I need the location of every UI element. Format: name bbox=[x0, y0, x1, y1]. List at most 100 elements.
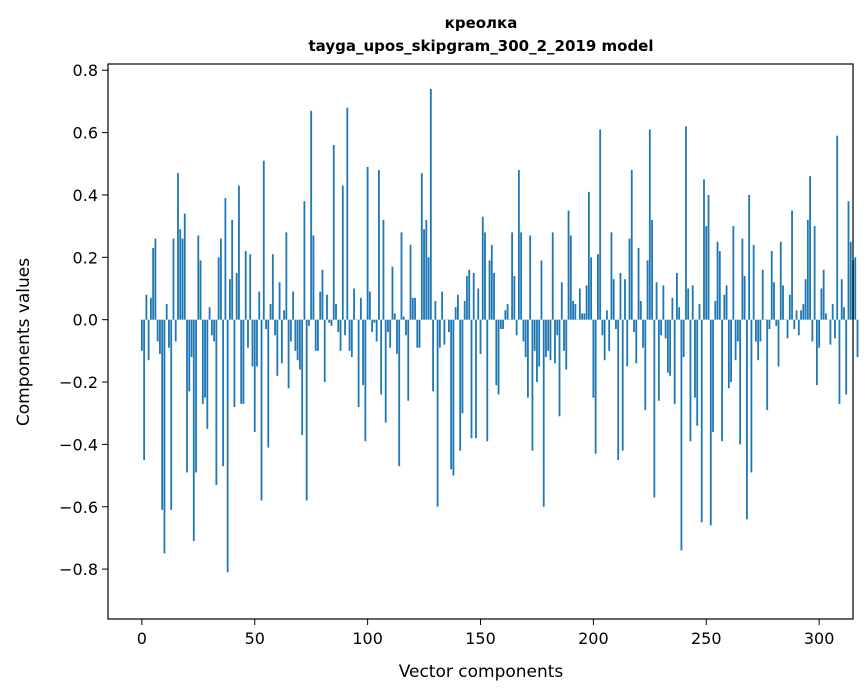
bar-131 bbox=[436, 319, 439, 507]
bar-104 bbox=[375, 319, 378, 342]
bar-102 bbox=[371, 319, 374, 333]
bar-123 bbox=[418, 319, 421, 348]
x-tick-label: 200 bbox=[578, 629, 609, 648]
bar-283 bbox=[779, 241, 782, 320]
bar-299 bbox=[815, 319, 818, 386]
x-tick-label: 250 bbox=[691, 629, 722, 648]
bar-152 bbox=[484, 232, 486, 320]
bar-250 bbox=[705, 226, 708, 320]
bar-129 bbox=[432, 319, 434, 392]
bar-74 bbox=[308, 319, 310, 326]
bar-225 bbox=[648, 129, 651, 320]
bar-284 bbox=[782, 285, 784, 320]
bar-208 bbox=[610, 232, 613, 320]
bar-296 bbox=[809, 176, 812, 320]
bar-52 bbox=[258, 291, 261, 320]
bar-172 bbox=[529, 235, 532, 320]
bar-272 bbox=[755, 319, 757, 342]
bar-63 bbox=[283, 310, 285, 320]
bar-254 bbox=[714, 300, 717, 320]
bar-96 bbox=[357, 319, 360, 407]
bar-251 bbox=[707, 194, 710, 320]
bar-184 bbox=[556, 319, 559, 336]
bar-153 bbox=[486, 319, 489, 442]
bar-30 bbox=[208, 307, 211, 320]
bar-293 bbox=[802, 304, 805, 320]
bar-17 bbox=[179, 229, 182, 320]
bar-76 bbox=[312, 235, 315, 320]
bar-146 bbox=[470, 319, 473, 439]
bar-189 bbox=[567, 210, 570, 320]
bar-139 bbox=[454, 307, 457, 320]
bar-134 bbox=[443, 319, 446, 345]
bar-119 bbox=[409, 244, 412, 320]
bar-53 bbox=[260, 319, 263, 501]
bar-192 bbox=[574, 304, 577, 320]
bar-149 bbox=[477, 288, 480, 320]
x-tick-label: 100 bbox=[352, 629, 383, 648]
bar-65 bbox=[287, 319, 290, 389]
bar-194 bbox=[578, 288, 581, 320]
bar-217 bbox=[630, 170, 633, 320]
bar-168 bbox=[520, 232, 523, 320]
bar-21 bbox=[188, 319, 191, 392]
bar-81 bbox=[323, 319, 326, 383]
bar-142 bbox=[461, 319, 464, 414]
bar-289 bbox=[793, 319, 796, 330]
bar-314 bbox=[849, 241, 852, 320]
bar-51 bbox=[256, 319, 258, 367]
bar-212 bbox=[619, 272, 622, 320]
bar-124 bbox=[420, 173, 423, 320]
bar-0 bbox=[140, 319, 143, 351]
bar-256 bbox=[718, 251, 721, 320]
bar-137 bbox=[450, 319, 453, 470]
bar-268 bbox=[745, 319, 748, 520]
bar-261 bbox=[730, 319, 732, 383]
x-tick-label: 0 bbox=[137, 629, 147, 648]
bar-307 bbox=[834, 319, 836, 339]
bar-222 bbox=[642, 319, 644, 348]
bar-262 bbox=[732, 226, 735, 320]
bar-297 bbox=[811, 319, 814, 342]
bar-18 bbox=[181, 238, 184, 320]
bar-238 bbox=[678, 307, 681, 320]
bar-50 bbox=[253, 319, 256, 432]
bar-73 bbox=[305, 319, 308, 501]
bar-313 bbox=[847, 201, 850, 320]
bar-198 bbox=[587, 191, 590, 320]
bar-159 bbox=[499, 319, 502, 330]
bar-171 bbox=[527, 319, 529, 398]
y-tick-label: 0.2 bbox=[73, 248, 98, 267]
bar-70 bbox=[298, 319, 301, 370]
bar-228 bbox=[655, 282, 658, 320]
bar-282 bbox=[777, 319, 780, 367]
bar-246 bbox=[696, 319, 699, 426]
bar-197 bbox=[585, 285, 588, 320]
bar-94 bbox=[353, 288, 355, 320]
bar-38 bbox=[226, 319, 229, 573]
bar-48 bbox=[249, 254, 252, 320]
bar-26 bbox=[199, 260, 202, 320]
bar-5 bbox=[152, 247, 155, 320]
bar-97 bbox=[359, 297, 362, 320]
bar-295 bbox=[806, 219, 809, 320]
bar-235 bbox=[671, 297, 674, 320]
bar-56 bbox=[267, 319, 270, 448]
bar-136 bbox=[447, 319, 450, 333]
bar-278 bbox=[768, 319, 771, 330]
bar-179 bbox=[545, 319, 547, 358]
bar-181 bbox=[549, 319, 552, 361]
bar-161 bbox=[504, 310, 507, 320]
bar-31 bbox=[210, 319, 213, 336]
bar-110 bbox=[389, 319, 392, 348]
bar-155 bbox=[490, 244, 493, 320]
bar-229 bbox=[657, 319, 660, 401]
bar-90 bbox=[344, 319, 346, 336]
bar-200 bbox=[592, 319, 595, 398]
bar-174 bbox=[533, 319, 536, 351]
bar-24 bbox=[195, 319, 197, 473]
bar-310 bbox=[840, 279, 843, 320]
bar-series bbox=[140, 88, 859, 573]
bar-191 bbox=[572, 300, 574, 320]
bar-86 bbox=[335, 304, 337, 320]
